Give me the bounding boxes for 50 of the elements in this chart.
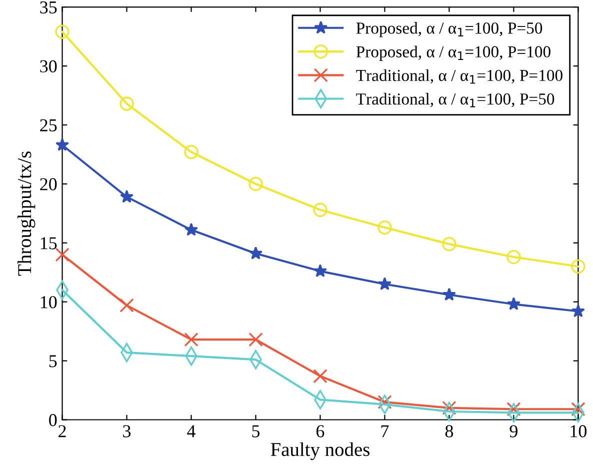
- point: [120, 190, 134, 203]
- x-tick-label: 2: [58, 425, 66, 438]
- point: [442, 236, 456, 252]
- legend-label: Traditional, α / α$_{1}$=100, P=50: [356, 92, 554, 108]
- x-tick-label: 3: [123, 425, 131, 438]
- y-tick-label: 25: [40, 119, 57, 132]
- y-tick-label: 20: [40, 178, 57, 190]
- point: [571, 304, 585, 318]
- y-tick-label: 5: [49, 355, 57, 368]
- legend-label: Proposed, α / α$_{1}$=100, P=100: [356, 46, 550, 61]
- x-tick-label: 8: [445, 425, 454, 438]
- point: [184, 144, 198, 160]
- point: [506, 402, 521, 416]
- point: [184, 332, 198, 347]
- point: [506, 250, 521, 264]
- point: [442, 288, 456, 301]
- point: [248, 176, 263, 191]
- point: [313, 369, 328, 384]
- x-tick-label: 10: [570, 425, 587, 438]
- y-tick-label: 0: [49, 414, 57, 426]
- y-tick-label: 35: [40, 1, 57, 14]
- point: [55, 24, 70, 39]
- point: [378, 220, 392, 235]
- x-tick-label: 6: [316, 425, 324, 438]
- point: [248, 332, 263, 347]
- point: [571, 259, 586, 274]
- point: [184, 222, 198, 236]
- x-tick-label: 4: [187, 425, 196, 438]
- point: [313, 264, 327, 278]
- y-axis-title: Throughput/tx/s: [17, 151, 36, 276]
- point: [378, 394, 392, 410]
- y-tick-label: 10: [40, 296, 57, 308]
- legend-label: Traditional, α / α$_{1}$=100, P=100: [356, 69, 562, 84]
- point: [248, 246, 263, 260]
- point: [313, 202, 328, 217]
- legend-label: Proposed, α / α$_{1}$=100, P=50: [356, 22, 542, 38]
- point: [442, 400, 456, 416]
- x-tick-label: 7: [381, 425, 389, 438]
- y-tick-label: 30: [40, 60, 57, 72]
- point: [120, 298, 134, 312]
- point: [55, 248, 70, 262]
- point: [506, 297, 520, 310]
- point: [378, 277, 392, 290]
- x-tick-label: 9: [510, 425, 518, 438]
- y-tick-label: 15: [40, 237, 57, 250]
- point: [55, 138, 70, 151]
- point: [120, 96, 134, 111]
- x-axis-title: Faulty nodes: [270, 442, 370, 460]
- x-tick-label: 5: [252, 425, 260, 438]
- point: [571, 402, 586, 416]
